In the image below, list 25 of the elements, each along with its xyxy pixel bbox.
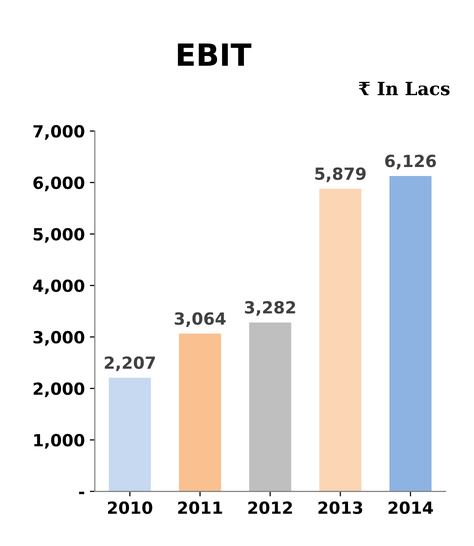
data-label: 2,207 xyxy=(104,356,155,372)
bar xyxy=(319,188,362,492)
text: ₹ In Lacs xyxy=(358,82,450,96)
bar xyxy=(108,378,151,492)
y-tick-label: - xyxy=(79,492,84,494)
bar xyxy=(249,322,292,492)
y-tick-label: 5,000 xyxy=(34,228,84,243)
x-tick-label: 2012 xyxy=(248,501,292,514)
chart-title: EBIT xyxy=(178,43,252,66)
x-tick-label: 2010 xyxy=(108,501,152,514)
y-tick-label: 3,000 xyxy=(33,330,84,346)
y-tick-label: 2,000 xyxy=(34,382,84,398)
data-label: 6,126 xyxy=(385,154,436,170)
y-tick-label: 6,000 xyxy=(33,176,84,192)
x-tick-label: 2014 xyxy=(388,501,433,514)
data-label: 5,879 xyxy=(315,167,366,182)
bar xyxy=(178,334,222,492)
x-tick-label: 2013 xyxy=(318,501,362,514)
bar xyxy=(389,176,432,492)
y-tick-label: 7,000 xyxy=(33,125,84,140)
data-label: 3,282 xyxy=(244,301,296,316)
data-label: 3,064 xyxy=(174,312,226,328)
y-tick-label: 4,000 xyxy=(33,279,84,294)
x-tick-label: 2011 xyxy=(178,501,222,514)
y-tick-label: 1,000 xyxy=(34,434,84,449)
